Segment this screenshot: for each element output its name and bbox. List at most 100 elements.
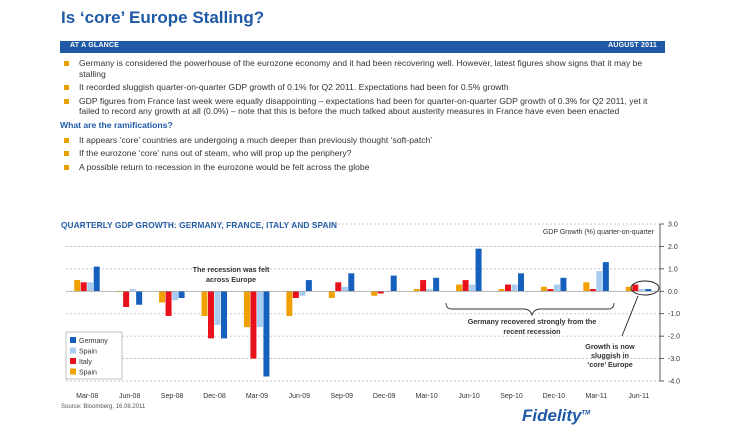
- y-tick-label: -4.0: [668, 379, 680, 386]
- x-tick-label: Jun-11: [628, 393, 649, 400]
- banner-right-label: AUGUST 2011: [608, 42, 657, 49]
- highlight-circle: [630, 280, 660, 296]
- bullet-item: Germany is considered the powerhouse of …: [60, 58, 670, 79]
- bar: [201, 291, 208, 316]
- bar: [390, 275, 397, 292]
- banner-left-label: AT A GLANCE: [70, 42, 119, 49]
- y-tick-label: -1.0: [668, 311, 680, 318]
- bar: [553, 284, 560, 292]
- bar: [129, 289, 136, 292]
- x-tick-label: Sep-09: [330, 393, 353, 400]
- bar: [328, 291, 335, 299]
- bar: [221, 291, 227, 339]
- x-tick-label: Dec-10: [543, 393, 566, 400]
- bar: [645, 289, 652, 292]
- bar: [413, 289, 420, 292]
- bullet-item: It appears ‘core’ countries are undergoi…: [60, 135, 670, 146]
- x-tick-label: Jun-09: [289, 393, 311, 400]
- bar: [292, 291, 299, 299]
- bar: [377, 291, 384, 294]
- legend-swatch: [70, 368, 76, 375]
- bar: [371, 291, 378, 296]
- bar: [256, 291, 263, 328]
- bar: [589, 289, 596, 292]
- x-tick-label: Mar-08: [76, 393, 98, 400]
- bullet-list: Germany is considered the powerhouse of …: [60, 58, 670, 175]
- bar: [341, 286, 348, 292]
- legend-swatch: [70, 358, 76, 364]
- legend-label: Germany: [79, 338, 108, 345]
- bar: [547, 289, 554, 292]
- bar: [159, 291, 166, 303]
- source-note: Source: Bloomberg, 16.08.2011: [61, 404, 146, 410]
- fidelity-logo: FidelityTM: [522, 406, 590, 426]
- legend-label: Spain: [79, 349, 97, 356]
- logo-text: Fidelity: [522, 406, 582, 425]
- x-tick-label: Mar-09: [246, 393, 268, 400]
- y-tick-label: -3.0: [668, 356, 680, 363]
- page-title: Is ‘core’ Europe Stalling?: [61, 8, 265, 27]
- logo-trademark: TM: [581, 410, 591, 417]
- x-tick-label: Sep-08: [161, 393, 184, 400]
- bullet-item: A possible return to recession in the eu…: [60, 162, 670, 173]
- bar: [305, 280, 312, 292]
- bar: [286, 291, 293, 316]
- bar: [625, 286, 632, 292]
- x-tick-label: Mar-10: [416, 393, 438, 400]
- x-tick-label: Jun-10: [458, 393, 480, 400]
- bar: [335, 282, 342, 292]
- bar: [123, 291, 130, 307]
- ramifications-heading: What are the ramifications?: [60, 119, 173, 130]
- bar: [511, 284, 518, 292]
- bar: [518, 273, 524, 292]
- legend-label: Spain: [79, 370, 97, 377]
- header-banner: AT A GLANCE AUGUST 2011: [60, 41, 665, 53]
- bar: [250, 291, 257, 359]
- bar: [638, 289, 645, 292]
- bar: [540, 286, 547, 292]
- bar: [583, 282, 590, 292]
- bar: [208, 291, 214, 339]
- bar: [172, 291, 179, 301]
- bar: [475, 248, 482, 292]
- bar: [426, 289, 433, 292]
- y-axis-label: GDP Growth (%) quarter-on-quarter: [543, 229, 655, 236]
- bar: [456, 284, 463, 292]
- bar: [74, 280, 81, 292]
- bar: [243, 291, 250, 328]
- bar: [498, 289, 505, 292]
- y-tick-label: -2.0: [668, 334, 680, 341]
- bar: [560, 277, 567, 292]
- bar: [93, 266, 100, 292]
- annotation-sluggish: Growth is now sluggish in ‘core’ Europe: [585, 342, 635, 369]
- legend-label: Italy: [79, 359, 92, 366]
- bar: [214, 291, 221, 325]
- bar: [596, 271, 603, 292]
- x-tick-label: Sep-10: [500, 393, 523, 400]
- bar: [178, 291, 185, 299]
- bullet-item: If the eurozone ‘core’ runs out of steam…: [60, 148, 670, 159]
- bar: [602, 262, 609, 292]
- y-tick-label: 3.0: [668, 222, 678, 229]
- x-tick-label: Dec-08: [203, 393, 226, 400]
- annotation-recovered: Germany recovered strongly from the recen…: [468, 317, 597, 336]
- bar: [469, 284, 476, 292]
- recovery-brace: [445, 302, 615, 317]
- annotation-recession: The recession was felt across Europe: [193, 265, 270, 284]
- bar: [420, 280, 427, 292]
- x-tick-label: Dec-09: [373, 393, 396, 400]
- legend-swatch: [70, 347, 76, 354]
- bar: [80, 282, 87, 292]
- bullet-item: GDP figures from France last week were e…: [60, 96, 670, 117]
- bar: [136, 291, 143, 305]
- bar: [462, 280, 469, 292]
- y-tick-label: 2.0: [668, 244, 678, 251]
- y-tick-label: 0.0: [668, 289, 678, 296]
- bar: [299, 291, 306, 296]
- legend-swatch: [70, 337, 76, 343]
- bar: [505, 284, 511, 292]
- bar: [433, 277, 440, 292]
- bar: [87, 282, 94, 292]
- bar: [263, 291, 270, 377]
- bar: [165, 291, 172, 316]
